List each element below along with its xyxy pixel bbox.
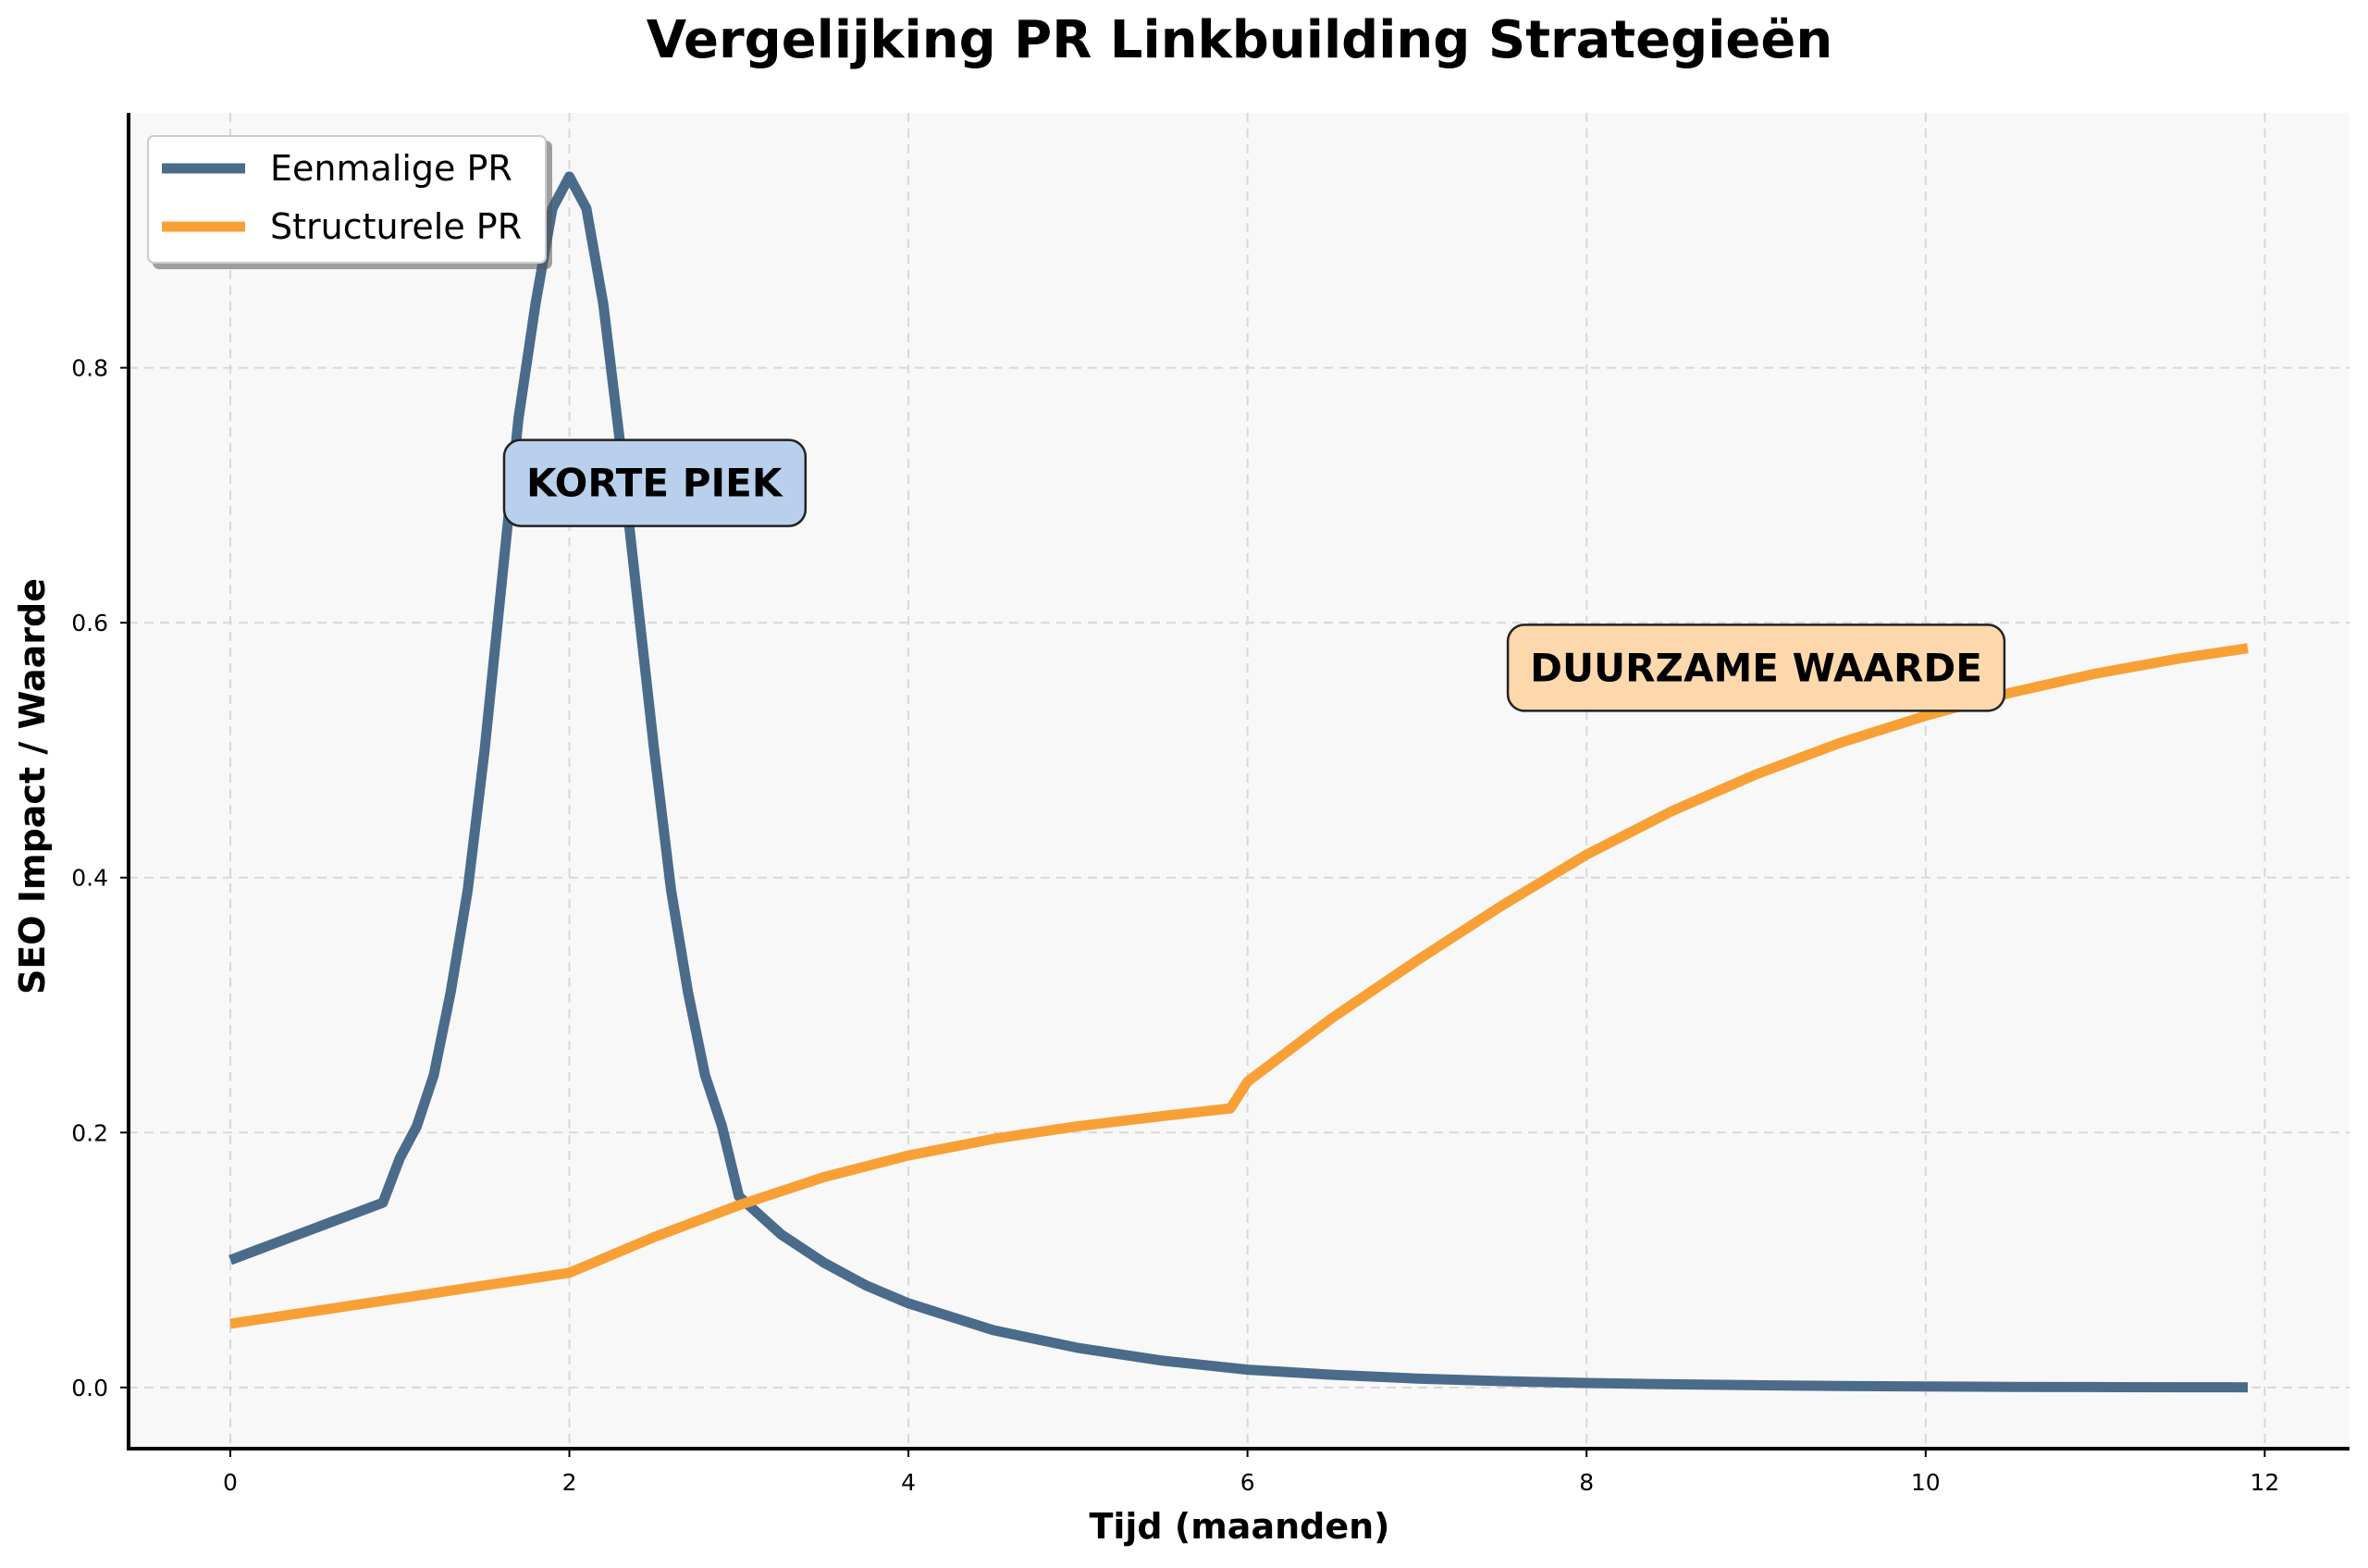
x-tick-label: 8	[1579, 1469, 1594, 1496]
x-tick-label: 2	[562, 1469, 577, 1496]
x-tick-label: 4	[901, 1469, 916, 1496]
annotations: KORTE PIEK DUURZAME WAARDE	[502, 438, 2006, 712]
y-tick-label: 0.8	[71, 355, 108, 382]
x-tick-label: 12	[2250, 1469, 2279, 1496]
annotation-label: KORTE PIEK	[526, 461, 783, 506]
x-tick-label: 6	[1240, 1469, 1255, 1496]
annotation-label: DUURZAME WAARDE	[1530, 645, 1982, 690]
annotation-0: KORTE PIEK	[502, 438, 808, 527]
y-tick-label: 0.0	[71, 1375, 108, 1401]
x-tick-label: 10	[1911, 1469, 1941, 1496]
y-axis-label: SEO Impact / Waarde	[12, 578, 53, 994]
y-tick-label: 0.6	[71, 610, 108, 636]
annotation-box	[1506, 623, 2006, 712]
y-tick-label: 0.4	[71, 865, 108, 892]
legend-label-1: Structurele PR	[270, 206, 522, 247]
series-line-0	[228, 171, 2249, 1393]
ticks: 0 2 4 6 8 10 12 0.0 0.2 0.4 0.6 0.8	[71, 355, 2279, 1496]
legend-box	[147, 135, 547, 264]
y-tick-label: 0.2	[71, 1119, 108, 1146]
x-tick-label: 0	[223, 1469, 238, 1496]
x-axis-label: Tijd (maanden)	[1089, 1506, 1389, 1547]
legend: Eenmalige PR Structurele PR	[147, 135, 547, 264]
chart-title: Vergelijking PR Linkbuilding Strategieën	[647, 10, 1833, 70]
plot-background	[129, 113, 2350, 1449]
axes	[127, 113, 2350, 1451]
annotation-1: DUURZAME WAARDE	[1506, 623, 2006, 712]
series-lines	[228, 171, 2249, 1393]
legend-label-0: Eenmalige PR	[270, 148, 512, 189]
annotation-box	[502, 438, 808, 527]
series-line-1	[229, 643, 2249, 1329]
